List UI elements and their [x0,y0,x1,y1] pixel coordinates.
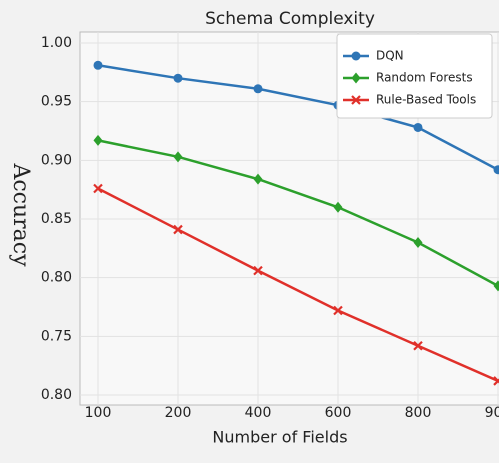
point [493,280,499,292]
point [413,340,423,351]
point [493,376,499,386]
point [253,84,263,94]
x-tick-label: 200 [165,405,192,421]
series-line [97,64,499,171]
x-axis-label: Number of Fields [212,428,347,447]
point [351,51,361,61]
y-tick-label: 1.00 [41,35,72,51]
y-tick-label: 0.80 [41,387,72,403]
y-axis-label: Accuracy [8,162,33,267]
point [493,165,499,175]
x-tick-label: 100 [85,405,112,421]
x-tick-label: 800 [405,405,432,421]
point [413,236,423,248]
legend: DQN Random Forests Rule-Based Tools [336,33,493,119]
y-tick-label: 0.80 [41,270,72,286]
point [413,122,423,132]
point [333,305,343,316]
series-line [97,139,499,287]
x-tick-label: 600 [325,405,352,421]
point [351,95,361,105]
series-line [97,187,499,383]
legend-box [336,33,493,119]
point [253,265,263,276]
legend-label: Rule-Based Tools [376,93,476,107]
y-tick-label: 0.95 [41,94,72,110]
point [333,201,343,213]
x-tick-label: 900 [485,405,499,421]
legend-label: DQN [376,49,404,63]
point [93,134,103,146]
point [253,173,263,185]
legend-label: Random Forests [376,71,473,85]
point [351,72,361,84]
y-tick-label: 0.90 [41,152,72,168]
point [173,224,183,235]
point [93,183,103,194]
y-tick-label: 0.85 [41,211,72,227]
point [93,60,103,70]
x-tick-label: 400 [245,405,272,421]
chart-title: Schema Complexity [205,9,375,29]
point [173,73,183,83]
point [173,151,183,163]
lines [93,60,499,386]
y-tick-label: 0.75 [41,328,72,344]
